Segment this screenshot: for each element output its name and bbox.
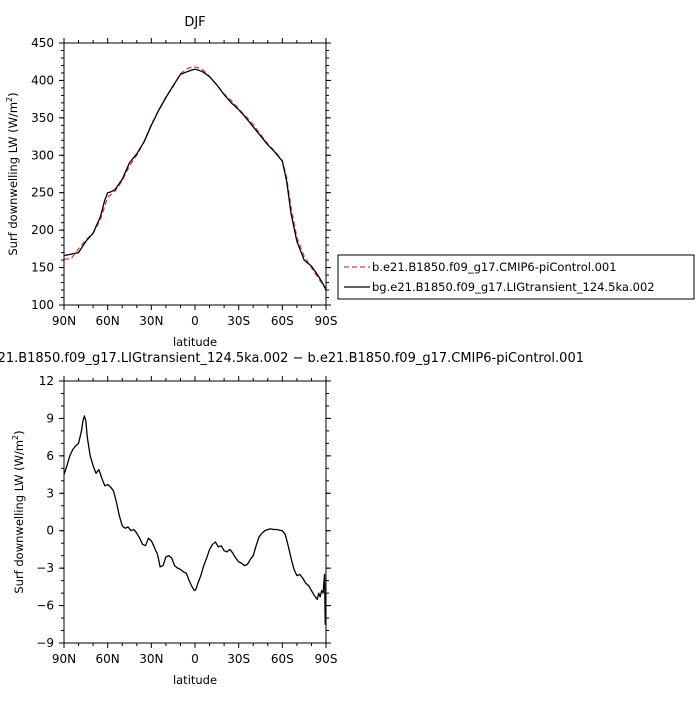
series-line-1 [63,415,327,625]
x-tick-label: 30S [227,314,250,328]
y-tick-label: 3 [46,486,54,500]
x-tick-label: 60N [96,314,120,328]
legend-box [337,254,695,300]
legend-entry-2: bg.e21.B1850.f09_g17.LIGtransient_124.5k… [372,280,655,294]
y-tick-label: 12 [39,374,54,388]
x-tick-label: 60S [271,314,294,328]
y-tick-label: 450 [31,36,54,50]
series-line-1 [63,66,327,289]
x-tick-label: 30N [139,652,163,666]
y-tick-label: −6 [36,599,54,613]
chart-panel-2: bg.e21.B1850.f09_g17.LIGtransient_124.5k… [0,351,584,687]
y-tick-label: −3 [36,561,54,575]
plot-frame [63,42,327,306]
x-tick-label: 30S [227,652,250,666]
y-tick-label: 200 [31,223,54,237]
x-axis-label: latitude [173,335,217,349]
x-tick-label: 90S [315,314,338,328]
y-tick-label: 6 [46,449,54,463]
x-tick-label: 0 [191,652,199,666]
series-line-2 [63,68,327,291]
y-axis-label: Surf downwelling LW (W/m2) [5,92,20,255]
y-tick-label: 400 [31,73,54,87]
y-tick-label: −9 [36,636,54,650]
x-tick-label: 90N [52,652,76,666]
y-tick-label: 150 [31,261,54,275]
chart-title: DJF [184,15,205,30]
y-tick-label: 250 [31,186,54,200]
x-tick-label: 60N [96,652,120,666]
x-tick-label: 0 [191,314,199,328]
x-tick-label: 90S [315,652,338,666]
y-tick-label: 300 [31,148,54,162]
y-tick-label: 0 [46,524,54,538]
y-axis-label: Surf downwelling LW (W/m2) [11,430,26,593]
x-tick-label: 90N [52,314,76,328]
legend: b.e21.B1850.f09_g17.CMIP6-piControl.001b… [337,254,695,300]
x-tick-label: 60S [271,652,294,666]
chart-title: bg.e21.B1850.f09_g17.LIGtransient_124.5k… [0,351,584,366]
chart-panel-1: DJF 90N 60N 30N 0 30S 60S 90S 100 150 200 250 300 350… [5,15,695,349]
y-tick-label: 9 [46,411,54,425]
y-tick-label: 100 [31,298,54,312]
x-tick-label: 30N [139,314,163,328]
legend-entry-1: b.e21.B1850.f09_g17.CMIP6-piControl.001 [372,260,617,274]
x-axis-label: latitude [173,673,217,687]
y-tick-label: 350 [31,111,54,125]
plot-frame [63,380,327,644]
